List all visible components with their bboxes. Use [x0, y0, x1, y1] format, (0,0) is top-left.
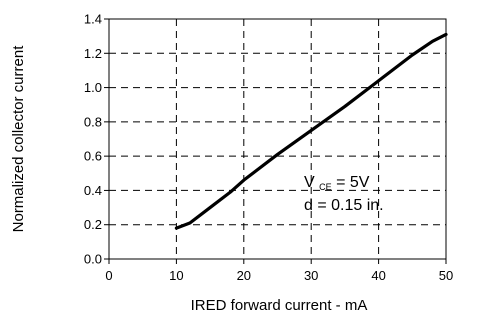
y-tick-label: 0.2	[84, 217, 102, 232]
y-tick-label: 0.6	[84, 149, 102, 164]
y-tick-label: 0.0	[84, 252, 102, 267]
y-axis-title: Normalized collector current	[10, 45, 27, 233]
series-line	[174, 32, 448, 230]
y-tick-labels: 0.0 0.2 0.4 0.6 0.8 1.0 1.2 1.4	[84, 12, 102, 267]
x-tick-label: 50	[439, 268, 453, 283]
vce-annotation: V CE = 5V	[304, 174, 370, 194]
y-tick-label: 0.4	[84, 183, 102, 198]
x-tick-label: 20	[237, 268, 251, 283]
vce-subscript: CE	[319, 182, 332, 192]
y-tick-label: 1.2	[84, 46, 102, 61]
x-tick-labels: 0 10 20 30 40 50	[105, 268, 453, 283]
y-tick-label: 0.8	[84, 114, 102, 129]
x-tick-label: 30	[304, 268, 318, 283]
distance-annotation: d = 0.15 in.	[304, 197, 384, 214]
x-tick-label: 0	[105, 268, 112, 283]
plot-frame	[108, 18, 447, 260]
x-tick-label: 40	[371, 268, 385, 283]
x-axis-title: IRED forward current - mA	[191, 297, 368, 314]
grid-lines	[109, 19, 446, 259]
tick-marks	[104, 18, 447, 264]
y-tick-label: 1.4	[84, 12, 102, 27]
x-tick-label: 10	[169, 268, 183, 283]
y-tick-label: 1.0	[84, 80, 102, 95]
vce-main: V	[304, 174, 315, 191]
vce-value: = 5V	[336, 174, 370, 191]
